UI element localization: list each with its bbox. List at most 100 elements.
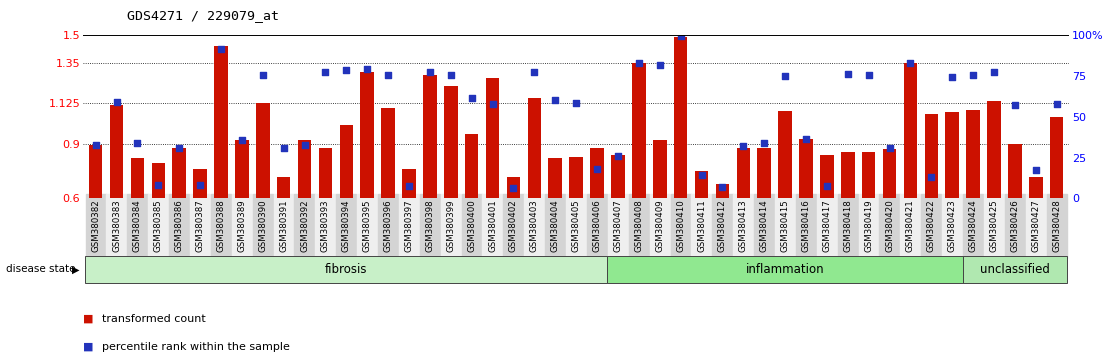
Point [275,145,293,151]
Point [1006,102,1024,108]
Point [254,72,271,78]
Point [588,166,606,172]
Text: ▶: ▶ [72,264,79,274]
Point [985,69,1003,74]
Point [358,66,376,72]
Bar [319,148,332,198]
Bar [381,108,394,198]
Text: ■: ■ [83,342,93,352]
Bar [987,101,1001,198]
Point [150,182,167,188]
Point [818,184,835,189]
Point [379,72,397,78]
Bar [820,155,833,198]
Bar [360,72,375,198]
Bar [214,46,228,198]
Point [546,97,564,102]
Bar [485,78,500,198]
Point [129,140,146,146]
Point [317,69,335,74]
Bar [423,75,437,198]
Bar [89,145,102,198]
Point [860,72,878,78]
Bar [862,152,875,198]
Point [400,184,418,189]
Point [296,142,314,148]
FancyBboxPatch shape [85,256,607,284]
Bar [548,159,562,198]
Point [943,74,961,80]
Bar [339,125,353,198]
Point [484,101,502,107]
Bar [235,140,248,198]
Point [671,34,689,39]
Point [421,70,439,75]
Point [902,60,920,65]
Bar [591,148,604,198]
Bar [506,177,521,198]
Point [86,142,104,148]
Point [525,69,543,74]
Bar [758,148,771,198]
Point [1027,167,1045,173]
Point [233,137,250,143]
Bar [1050,117,1064,198]
Point [212,46,229,52]
Bar [1008,144,1022,198]
Bar [402,169,416,198]
Point [338,67,356,73]
Text: GDS4271 / 229079_at: GDS4271 / 229079_at [127,9,279,22]
Point [567,101,585,106]
Point [964,72,982,78]
Bar [966,110,979,198]
Bar [110,105,123,198]
Point [442,72,460,78]
Bar [193,169,207,198]
Bar [256,103,269,198]
Point [735,143,752,149]
Bar [298,140,311,198]
Point [463,95,481,101]
Bar [612,155,625,198]
Bar [883,149,896,198]
Bar [674,37,687,198]
Point [609,153,627,159]
Bar [737,148,750,198]
Bar [945,112,960,198]
Point [923,174,941,179]
Point [171,145,188,151]
Bar [841,152,854,198]
Text: percentile rank within the sample: percentile rank within the sample [102,342,290,352]
Bar [924,114,938,198]
Text: unclassified: unclassified [979,263,1050,276]
Point [714,184,731,190]
Bar [570,156,583,198]
Bar [632,63,646,198]
Bar [1029,177,1043,198]
Bar [277,177,290,198]
Bar [695,171,708,198]
Bar [799,138,813,198]
FancyBboxPatch shape [607,256,963,284]
Point [692,172,710,178]
Bar [527,98,541,198]
Bar [131,158,144,198]
Bar [444,86,458,198]
Text: ■: ■ [83,314,93,324]
Point [881,145,899,150]
FancyBboxPatch shape [963,256,1067,284]
Text: inflammation: inflammation [746,263,824,276]
Bar [716,184,729,198]
Point [504,185,522,191]
Point [756,140,773,146]
Point [107,99,125,105]
Point [630,61,648,66]
Point [777,73,794,79]
Text: fibrosis: fibrosis [325,263,368,276]
Text: transformed count: transformed count [102,314,206,324]
Bar [173,148,186,198]
Point [839,72,856,77]
Point [192,182,209,188]
Bar [465,134,479,198]
Point [797,136,814,141]
